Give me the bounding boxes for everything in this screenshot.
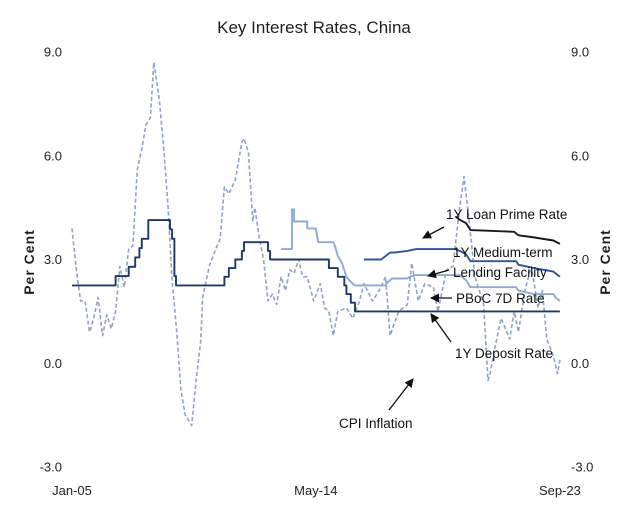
right-tick-label: 3.0: [571, 252, 589, 267]
series-line-1y-deposit-rate: [72, 219, 560, 313]
right-axis-title: Per Cent: [597, 229, 613, 295]
chart-title: Key Interest Rates, China: [217, 18, 411, 37]
x-tick-label: May-14: [294, 483, 337, 498]
x-tick-label: Sep-23: [539, 483, 581, 498]
left-tick-label: 6.0: [44, 148, 62, 163]
left-axis-title: Per Cent: [21, 229, 37, 295]
right-tick-label: 0.0: [571, 356, 589, 371]
series-line-pboc-7d-rate: [281, 208, 561, 302]
right-y-axis: -3.0 0.0 3.0 6.0 9.0: [571, 45, 593, 475]
annotation-arrow: [422, 226, 445, 239]
right-tick-label: -3.0: [571, 460, 593, 475]
left-tick-label: 0.0: [44, 356, 62, 371]
series-line-cpi-inflation: [71, 61, 561, 427]
annotations: 1Y Loan Prime Rate 1Y Medium-term Lending …: [339, 207, 567, 431]
left-tick-label: -3.0: [40, 460, 62, 475]
annotation-1y-deposit-rate: 1Y Deposit Rate: [455, 346, 553, 361]
left-tick-label: 3.0: [44, 252, 62, 267]
series-layer: [71, 61, 561, 427]
annotation-arrow: [388, 378, 414, 411]
annotation-arrow: [430, 313, 452, 343]
annotation-lending-facility: Lending Facility: [453, 265, 547, 280]
x-tick-label: Jan-05: [52, 483, 92, 498]
annotation-cpi-inflation: CPI Inflation: [339, 416, 413, 431]
annotation-arrow: [427, 269, 450, 279]
series-line-1y-medium-term-lending-facility: [363, 248, 561, 278]
x-axis: Jan-05 May-14 Sep-23: [52, 483, 581, 498]
left-y-axis: -3.0 0.0 3.0 6.0 9.0: [40, 45, 62, 475]
annotation-1y-medium-term: 1Y Medium-term: [453, 245, 553, 260]
annotation-1y-loan-prime-rate: 1Y Loan Prime Rate: [446, 207, 567, 222]
series-line-1y-loan-prime-rate: [454, 215, 561, 245]
left-tick-label: 9.0: [44, 45, 62, 60]
annotation-pboc-7d-rate: PBoC 7D Rate: [456, 291, 545, 306]
right-tick-label: 9.0: [571, 45, 589, 60]
right-tick-label: 6.0: [571, 148, 589, 163]
